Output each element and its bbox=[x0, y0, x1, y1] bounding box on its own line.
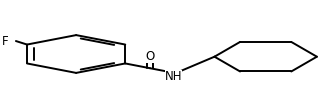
Text: O: O bbox=[145, 50, 155, 63]
Text: NH: NH bbox=[165, 70, 182, 83]
Text: F: F bbox=[2, 35, 9, 48]
